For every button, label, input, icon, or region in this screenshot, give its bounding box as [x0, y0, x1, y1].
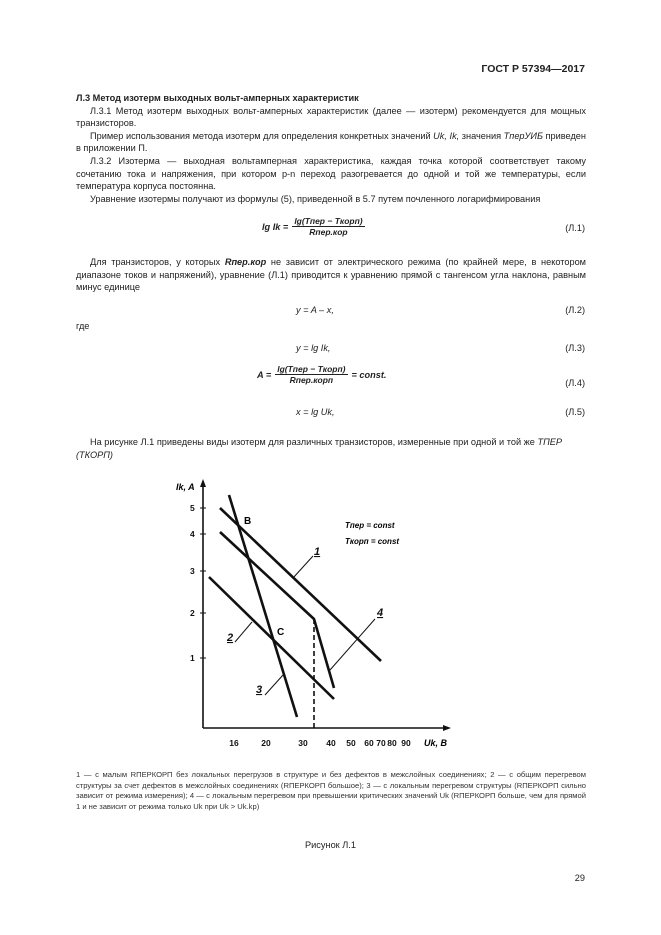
paragraph: Л.3.1 Метод изотерм выходных вольт-ампер… [76, 105, 586, 129]
equation-number: (Л.2) [565, 305, 585, 315]
x-tick-label: 60 [364, 738, 374, 748]
page-number: 29 [574, 873, 585, 883]
eq-numerator: lg(Tпер − Tкорп) [275, 364, 348, 375]
x-tick-label: 30 [298, 738, 308, 748]
variable: TперУИБ [503, 130, 543, 141]
text: Для транзисторов, у которых [90, 257, 225, 267]
y-axis-label: Ik, A [176, 482, 195, 492]
y-axis-arrow [200, 479, 206, 487]
variable: TПЕР [537, 437, 562, 447]
x-tick-label: 70 [376, 738, 386, 748]
paragraph: Для транзисторов, у которых Rпер.кор не … [76, 256, 586, 294]
legend-tper: Tпер = const [345, 521, 395, 530]
equation-l1: lg Ik = lg(Tпер − Tкорп) Rпер.кор [262, 216, 365, 237]
equation-l3: y = lg Ik, [296, 343, 331, 353]
y-tick-label: 4 [190, 529, 195, 539]
equation-l4: A = lg(Tпер − Tкорп) Rпер.корп = const. [257, 364, 387, 385]
y-tick-label: 2 [190, 608, 195, 618]
where-label: где [76, 321, 90, 331]
text: На рисунке Л.1 приведены виды изотерм дл… [90, 437, 538, 447]
leader-1 [292, 555, 314, 579]
variable: Uk, Ik, [433, 130, 460, 141]
section-title: Л.3 Метод изотерм выходных вольт-амперны… [76, 93, 359, 103]
point-c: C [277, 627, 284, 638]
curve-label-2: 2 [226, 632, 233, 644]
x-tick-label: 40 [326, 738, 336, 748]
equation-l5: x = lg Uk, [296, 407, 335, 417]
x-tick-label: 50 [346, 738, 356, 748]
paragraph: Л.3.2 Изотерма — выходная вольтамперная … [76, 155, 586, 192]
text: значения [459, 130, 504, 141]
eq-denominator: Rпер.кор [309, 227, 348, 237]
eq-lhs: lg Ik = [262, 221, 289, 232]
legend-tkorp: Tкорп = const [345, 537, 399, 546]
x-axis-label: Uk, B [424, 738, 448, 748]
curve-3 [227, 494, 299, 718]
text: не зависит от электрического режима (по … [76, 257, 586, 293]
equation-number: (Л.3) [565, 343, 585, 353]
variable: (TКОРП) [76, 449, 113, 460]
y-tick-label: 1 [190, 653, 195, 663]
leader-2 [234, 621, 253, 643]
figure-caption: 1 — с малым RПЕРКОРП без локальных перег… [76, 770, 586, 811]
y-tick-label: 3 [190, 566, 195, 576]
text: приведен в приложении П. [76, 130, 586, 154]
paragraph: Пример использования метода изотерм для … [76, 130, 586, 155]
equation-number: (Л.4) [565, 378, 585, 388]
x-tick-label: 80 [387, 738, 397, 748]
curve-1 [219, 507, 382, 662]
curve-label-3: 3 [256, 684, 262, 696]
leader-4 [329, 618, 376, 671]
leader-3 [264, 674, 284, 696]
figure-title: Рисунок Л.1 [305, 840, 356, 850]
y-tick-label: 5 [190, 503, 195, 513]
eq-lhs: A = [257, 369, 272, 380]
eq-denominator: Rпер.корп [289, 375, 334, 385]
x-tick-label: 16 [229, 738, 239, 748]
x-axis-arrow [443, 725, 451, 731]
variable: Rпер.кор [224, 257, 267, 267]
equation-number: (Л.1) [565, 223, 585, 233]
equation-number: (Л.5) [565, 407, 585, 417]
document-id: ГОСТ Р 57394—2017 [481, 63, 585, 75]
section-body: Л.3 Метод изотерм выходных вольт-амперны… [76, 92, 586, 205]
x-tick-label: 90 [401, 738, 411, 748]
curve-label-1: 1 [314, 546, 320, 558]
paragraph: Уравнение изотермы получают из формулы (… [90, 193, 541, 204]
text: Пример использования метода изотерм для … [90, 130, 434, 141]
eq-tail: = const. [351, 369, 387, 380]
point-b: B [244, 516, 251, 527]
eq-numerator: lg(Tпер − Tкорп) [292, 216, 365, 227]
curve-label-4: 4 [376, 607, 383, 619]
paragraph: На рисунке Л.1 приведены виды изотерм дл… [76, 436, 586, 461]
x-tick-label: 20 [261, 738, 271, 748]
equation-l2: y = A – x, [296, 305, 334, 315]
